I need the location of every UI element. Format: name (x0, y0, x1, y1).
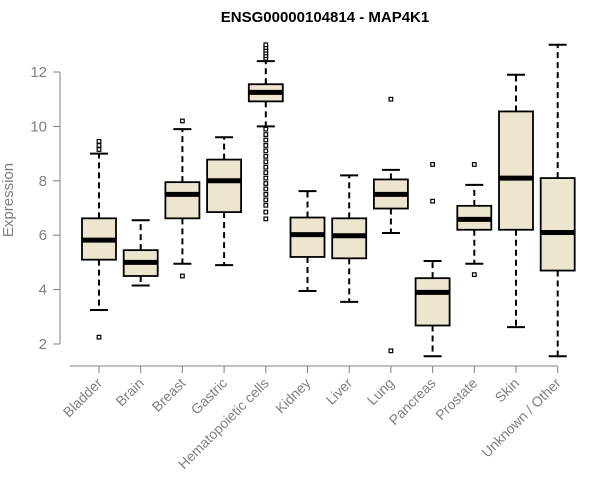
outlier-point (263, 126, 269, 132)
box-lung (372, 96, 409, 354)
outlier-point (263, 216, 269, 222)
y-tick-label: 8 (39, 173, 47, 190)
iqr-box (414, 277, 451, 327)
x-tick-label: Bladder (60, 375, 106, 421)
y-tick-label: 4 (39, 282, 47, 299)
chart-title: ENSG00000104814 - MAP4K1 (221, 9, 429, 26)
outlier-point (263, 148, 269, 154)
outlier-point (263, 175, 269, 181)
outlier-point (263, 143, 269, 148)
y-tick-label: 12 (30, 64, 47, 81)
outlier-point (430, 162, 435, 167)
box-brain (122, 219, 159, 287)
outlier-point (263, 42, 269, 48)
y-tick-label: 2 (39, 336, 47, 353)
outlier-point (263, 159, 269, 165)
outlier-point (263, 132, 269, 137)
outlier-point (388, 96, 394, 102)
box-liver (331, 174, 368, 303)
outlier-point (471, 162, 477, 167)
outlier-point (180, 118, 185, 124)
outlier-point (263, 209, 269, 215)
x-tick-label: Kidney (272, 375, 314, 417)
y-axis-ticks: 2 4 6 8 10 12 (30, 64, 60, 353)
x-tick-label: Skin (492, 375, 523, 406)
outlier-point (96, 334, 102, 340)
outlier-point (263, 164, 269, 170)
outlier-point (430, 198, 435, 204)
outlier-point (96, 143, 102, 148)
y-axis-label: Expression (0, 163, 17, 237)
iqr-box (289, 216, 326, 258)
outlier-point (263, 170, 269, 176)
outlier-point (263, 186, 269, 192)
x-tick-label: Prostate (432, 375, 480, 423)
outlier-point (388, 348, 394, 354)
outlier-point (96, 147, 102, 152)
box-skin (498, 73, 534, 329)
x-tick-label: Breast (149, 375, 189, 415)
box-pancreas (414, 162, 451, 358)
y-tick-label: 10 (30, 118, 47, 135)
outlier-point (263, 202, 269, 208)
outlier-point (263, 192, 269, 197)
box-kidney (289, 190, 326, 292)
box-prostate (456, 162, 493, 278)
iqr-box (498, 110, 534, 231)
box-gastric (206, 136, 243, 267)
iqr-box (539, 177, 576, 272)
outlier-point (263, 197, 269, 203)
x-tick-label: Brain (112, 375, 146, 409)
x-tick-label: Unknown / Other (478, 375, 564, 461)
iqr-box (331, 217, 368, 260)
outlier-point (180, 273, 185, 279)
outlier-point (263, 153, 269, 159)
outlier-point (263, 137, 269, 143)
outlier-point (263, 181, 269, 186)
box-breast (164, 118, 201, 279)
box-bladder (81, 138, 117, 340)
boxes-layer (81, 42, 576, 358)
outlier-point (471, 272, 477, 278)
box-hematopoietic-cells (247, 42, 284, 222)
iqr-box (164, 181, 201, 220)
y-tick-label: 6 (39, 227, 47, 244)
outlier-point (96, 138, 102, 144)
x-tick-label: Lung (364, 375, 397, 408)
iqr-box (206, 158, 243, 213)
x-tick-label: Liver (323, 375, 356, 408)
box-unknown-other (539, 43, 576, 358)
